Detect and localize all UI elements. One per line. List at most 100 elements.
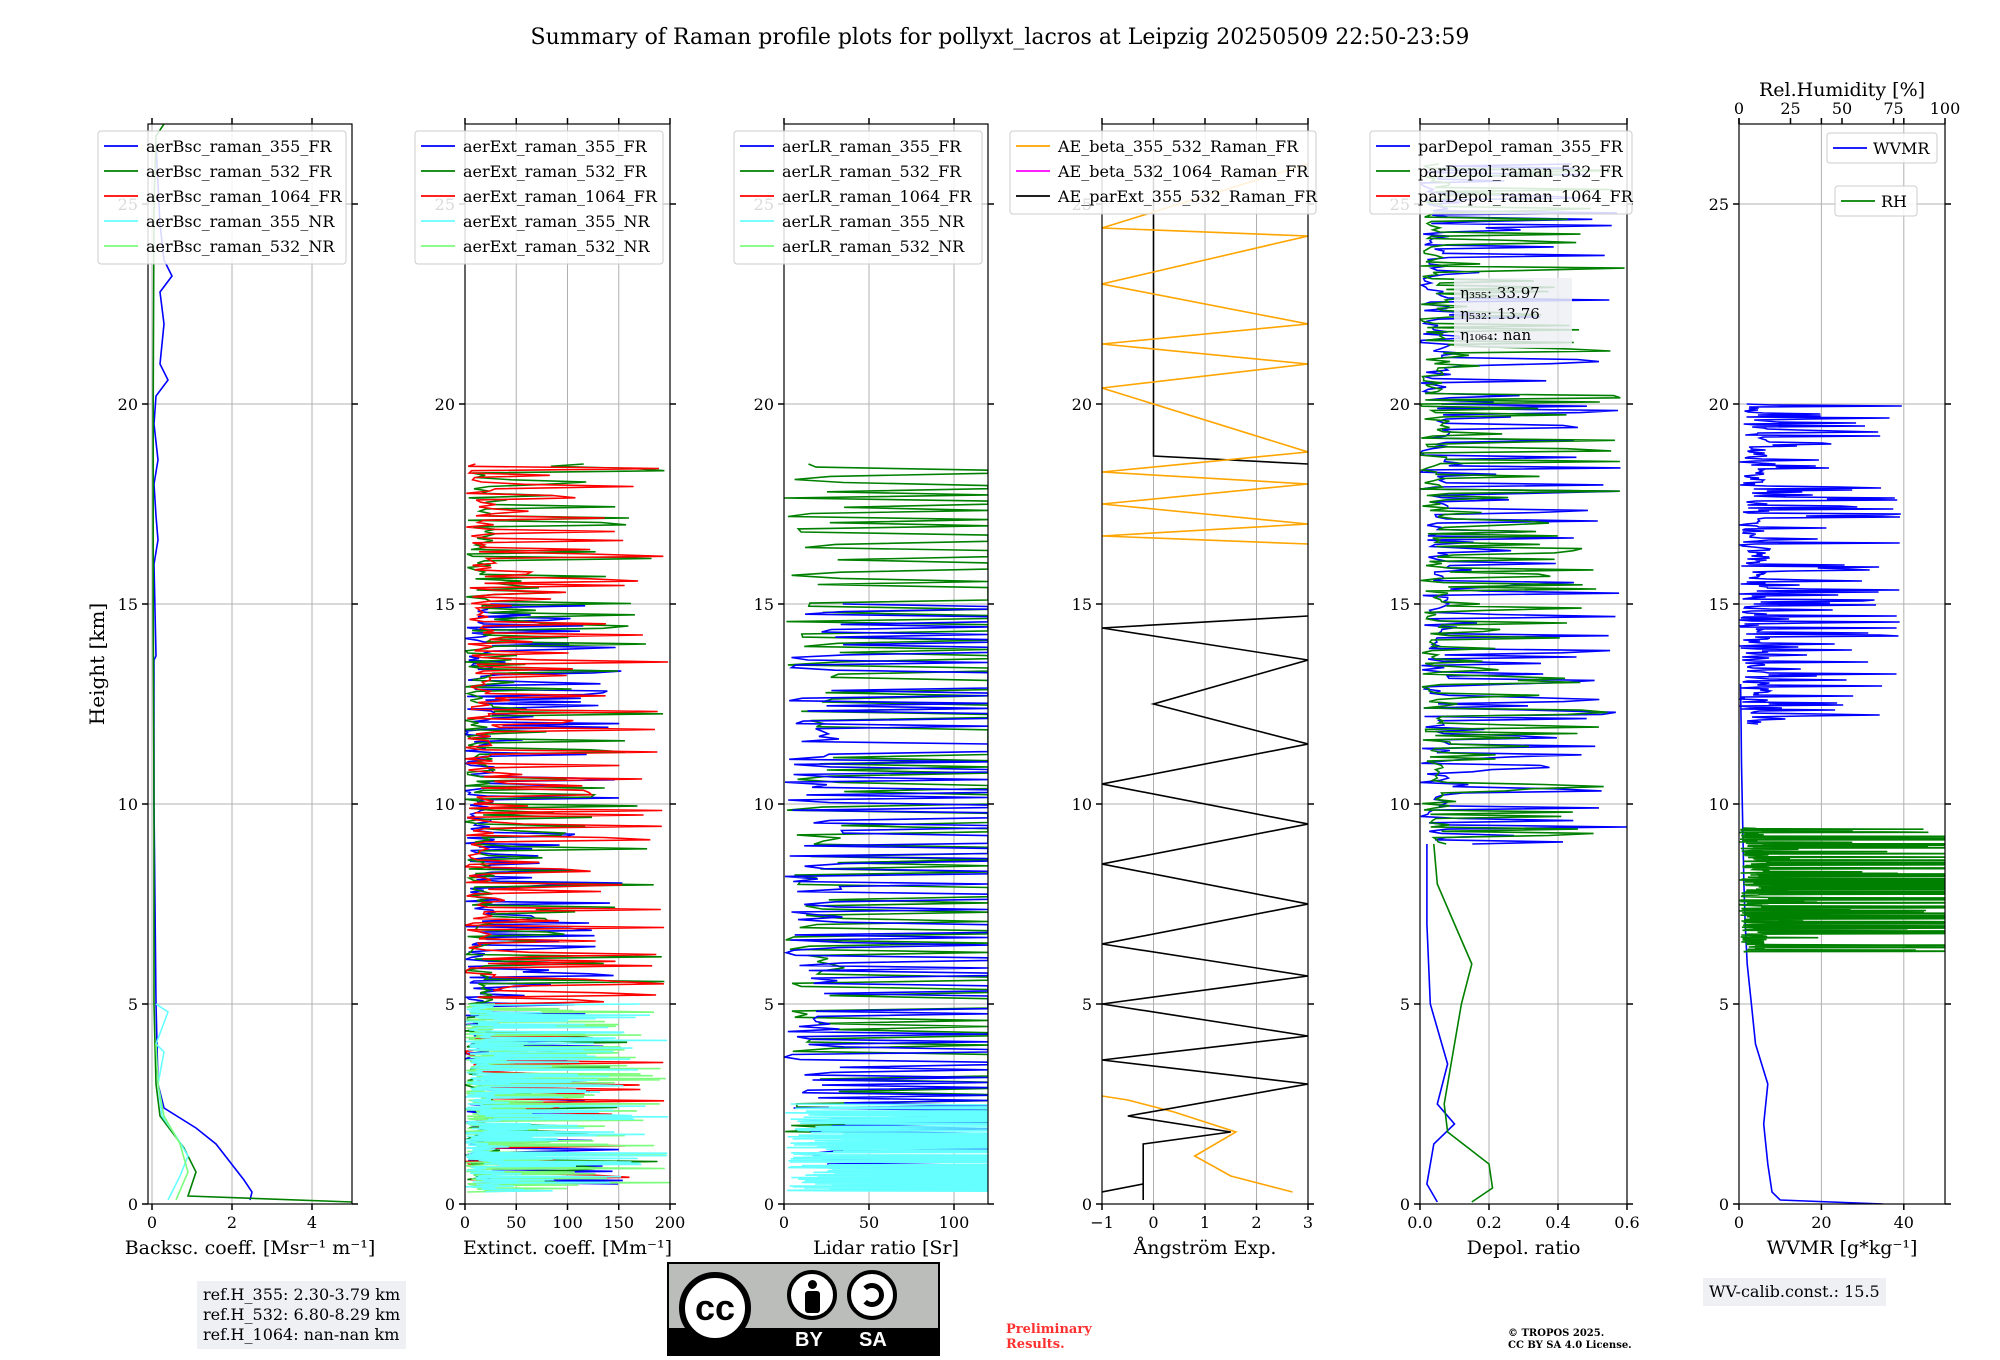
legend-box bbox=[1826, 132, 1938, 164]
series-line-aerBsc_raman_532_FR bbox=[152, 124, 352, 1203]
y-tick-label: 20 bbox=[754, 395, 774, 414]
x-tick-label: 0.6 bbox=[1614, 1213, 1639, 1232]
y-tick-label: 0 bbox=[445, 1195, 455, 1214]
legend: aerExt_raman_355_FR aerExt_raman_532_FRae… bbox=[414, 130, 664, 265]
ref-h-1064: ref.H_1064: nan-nan km bbox=[203, 1325, 400, 1344]
y-tick-label: 15 bbox=[435, 595, 455, 614]
legend: parDepol_raman_355_FR parDepol_raman_532_… bbox=[1369, 130, 1634, 215]
eta-annotation: η₃₅₅: 33.97 η₅₃₂: 13.76 η₁₀₆₄: nan bbox=[1454, 278, 1572, 348]
cc-icon: cc bbox=[679, 1272, 751, 1344]
series-line-aerBsc_raman_355_FR bbox=[153, 143, 253, 1201]
legend-label: aerExt_raman_355_FR bbox=[463, 137, 648, 156]
x-tick-label: 0.0 bbox=[1407, 1213, 1432, 1232]
annotation-line: η₅₃₂: 13.76 bbox=[1460, 305, 1540, 323]
ref-h-355: ref.H_355: 2.30-3.79 km bbox=[203, 1285, 401, 1304]
series-line-aerBsc_raman_532_NR bbox=[155, 1043, 189, 1201]
license-by-label: BY bbox=[795, 1329, 823, 1351]
x-tick-label: 100 bbox=[939, 1213, 970, 1232]
legend-label: aerLR_raman_532_FR bbox=[782, 162, 962, 181]
ref-h-532: ref.H_532: 6.80-8.29 km bbox=[203, 1305, 401, 1324]
legend: AE_beta_355_532_Raman_FR AE_beta_532_1064… bbox=[1009, 130, 1318, 215]
legend-label: aerExt_raman_532_NR bbox=[463, 237, 651, 256]
series-line-parDepol_raman_355_FR bbox=[1426, 844, 1456, 1203]
series-line-aerLR_raman_355_NR bbox=[785, 1103, 988, 1192]
legend-label: aerExt_raman_532_FR bbox=[463, 162, 648, 181]
series-line-AE_beta_355_532_Raman_FR bbox=[1102, 163, 1308, 545]
x-tick-label: 100 bbox=[552, 1213, 583, 1232]
legend-label: AE_parExt_355_532_Raman_FR bbox=[1057, 187, 1318, 206]
panel-backscatter: 0510152025024Backsc. coeff. [Msr⁻¹ m⁻¹]a… bbox=[97, 118, 376, 1259]
x-tick-label: 200 bbox=[655, 1213, 686, 1232]
x-tick-label: 0 bbox=[1148, 1213, 1158, 1232]
y-tick-label: 10 bbox=[1390, 795, 1410, 814]
x-tick-label: −1 bbox=[1090, 1213, 1114, 1232]
series-line-AE_parExt_355_532_Raman_FR bbox=[1152, 164, 1308, 465]
x-axis-label: Lidar ratio [Sr] bbox=[813, 1237, 959, 1259]
x-tick-label: 3 bbox=[1303, 1213, 1313, 1232]
y-tick-label: 15 bbox=[754, 595, 774, 614]
sa-share-icon bbox=[847, 1270, 897, 1320]
x-tick-label: 1 bbox=[1200, 1213, 1210, 1232]
x-tick-label: 20 bbox=[1811, 1213, 1831, 1232]
series-group bbox=[1420, 163, 1627, 1203]
y-tick-label: 15 bbox=[1390, 595, 1410, 614]
y-tick-label: 20 bbox=[1072, 395, 1092, 414]
legend-box bbox=[1369, 130, 1633, 215]
license-badge: cc BY SA bbox=[667, 1262, 940, 1356]
y-tick-label: 10 bbox=[754, 795, 774, 814]
legend-label: parDepol_raman_532_FR bbox=[1418, 162, 1624, 181]
x-axis-label: Ångström Exp. bbox=[1133, 1237, 1277, 1259]
x-tick-label: 0 bbox=[779, 1213, 789, 1232]
series-line-aerExt_raman_355_NR bbox=[465, 1003, 669, 1193]
legend-label: aerBsc_raman_1064_FR bbox=[146, 187, 343, 206]
x-tick-label: 2 bbox=[227, 1213, 237, 1232]
legend-label: AE_beta_355_532_Raman_FR bbox=[1057, 137, 1299, 156]
legend-box bbox=[414, 130, 664, 265]
series-line-aerExt_raman_1064_FR bbox=[465, 463, 669, 1185]
copyright-line-2: CC BY SA 4.0 License. bbox=[1508, 1340, 1632, 1351]
rh-axis-label: Rel.Humidity [%] bbox=[1759, 79, 1925, 101]
y-tick-label: 5 bbox=[1400, 995, 1410, 1014]
plot-frame bbox=[147, 123, 353, 1205]
series-group bbox=[152, 124, 352, 1203]
x-axis-label: Extinct. coeff. [Mm⁻¹] bbox=[463, 1237, 672, 1259]
legend-RH: RH bbox=[1834, 185, 1918, 217]
x-tick-label: 0 bbox=[460, 1213, 470, 1232]
y-tick-label: 0 bbox=[1400, 1195, 1410, 1214]
copyright-line-1: © TROPOS 2025. bbox=[1508, 1328, 1605, 1339]
x-tick-label: 4 bbox=[307, 1213, 317, 1232]
series-line-aerLR_raman_532_FR bbox=[784, 463, 988, 1144]
series-line-RH bbox=[1739, 827, 1945, 953]
x-axis-label: Depol. ratio bbox=[1467, 1237, 1581, 1259]
y-tick-label: 5 bbox=[128, 995, 138, 1014]
series-line-parDepol_raman_532_FR bbox=[1420, 163, 1625, 845]
panel-extinction: 0510152025050100150200Extinct. coeff. [M… bbox=[414, 118, 686, 1259]
series-line-WVMR bbox=[1739, 683, 1884, 1204]
panel-wvmr: 0 5 10 15 20 25 0 20 40 WVMR [g*kg⁻¹] 0 25 50 75 100 Re… bbox=[1709, 79, 2000, 1259]
y-tick-label: 0 bbox=[764, 1195, 774, 1214]
legend-label: aerBsc_raman_532_FR bbox=[146, 162, 332, 181]
y-tick-label: 10 bbox=[1709, 795, 1729, 814]
series-line-RH bbox=[1986, 1100, 2000, 1120]
y-tick-label: 20 bbox=[1390, 395, 1410, 414]
annotation-box bbox=[1454, 278, 1572, 348]
x-tick-label: 50 bbox=[859, 1213, 879, 1232]
plot-frame bbox=[1419, 123, 1628, 1205]
legend-label: RH bbox=[1881, 192, 1907, 211]
plot-frame bbox=[1738, 123, 1946, 1205]
x-axis-label: Backsc. coeff. [Msr⁻¹ m⁻¹] bbox=[125, 1237, 376, 1259]
license-sa-label: SA bbox=[859, 1329, 887, 1351]
rh-tick-label: 0 bbox=[1734, 99, 1744, 118]
figure-title: Summary of Raman profile plots for polly… bbox=[531, 25, 1470, 50]
legend-label: parDepol_raman_355_FR bbox=[1418, 137, 1624, 156]
x-tick-label: 0.2 bbox=[1476, 1213, 1501, 1232]
y-tick-label: 15 bbox=[1709, 595, 1729, 614]
legend-label: aerBsc_raman_355_NR bbox=[146, 212, 335, 231]
y-tick-label: 15 bbox=[118, 595, 138, 614]
rh-tick-label: 75 bbox=[1883, 99, 1903, 118]
legend-label: aerExt_raman_355_NR bbox=[463, 212, 651, 231]
legend: aerBsc_raman_355_FR aerBsc_raman_532_FRae… bbox=[97, 130, 347, 265]
by-person-icon bbox=[787, 1270, 837, 1320]
panel-lidar_ratio: 0510152025050100Lidar ratio [Sr]aerLR_ra… bbox=[733, 118, 994, 1259]
